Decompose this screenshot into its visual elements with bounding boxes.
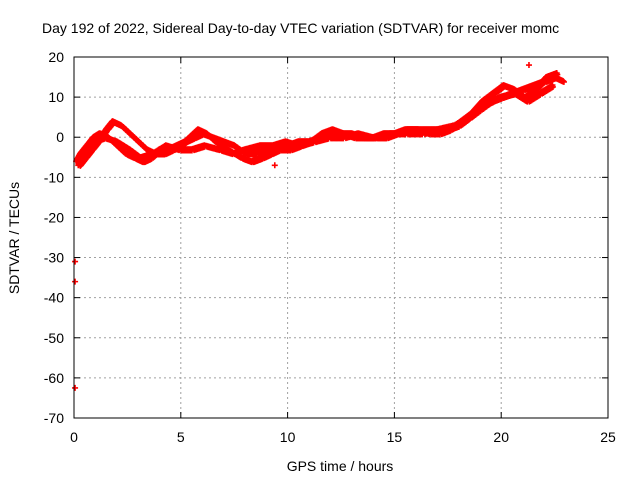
outlier-point	[72, 278, 79, 285]
data-point	[553, 70, 560, 77]
chart-title: Day 192 of 2022, Sidereal Day-to-day VTE…	[42, 20, 559, 36]
outlier-point	[72, 384, 79, 391]
plot-frame	[73, 56, 609, 419]
x-tick-label: 0	[70, 429, 78, 445]
data-point	[560, 78, 567, 85]
y-axis-label: SDTVAR / TECUs	[6, 182, 22, 294]
x-axis-label: GPS time / hours	[287, 458, 394, 474]
x-tick-label: 10	[280, 429, 296, 445]
y-tick-label: -20	[44, 209, 64, 225]
y-tick-label: -60	[44, 370, 64, 386]
x-tick-label: 20	[493, 429, 509, 445]
x-tick-label: 5	[177, 429, 185, 445]
outlier-point	[271, 162, 278, 169]
y-tick-label: -30	[44, 250, 64, 266]
x-tick-label: 15	[387, 429, 403, 445]
axis-ticks: 0 5 10 15 20 25 -70 -60 -50 -40 -30 -20 -10 0 10 20	[44, 49, 616, 445]
y-tick-label: 10	[48, 89, 64, 105]
y-tick-label: -10	[44, 169, 64, 185]
y-tick-label: 0	[56, 129, 64, 145]
grid-lines	[74, 57, 608, 418]
y-tick-label: -40	[44, 290, 64, 306]
x-tick-label: 25	[600, 429, 616, 445]
y-tick-label: -50	[44, 330, 64, 346]
y-tick-label: 20	[48, 49, 64, 65]
data-point	[549, 82, 556, 89]
data-points	[72, 62, 567, 391]
outlier-point	[525, 62, 532, 69]
outlier-point	[72, 258, 79, 265]
y-tick-label: -70	[44, 410, 64, 426]
